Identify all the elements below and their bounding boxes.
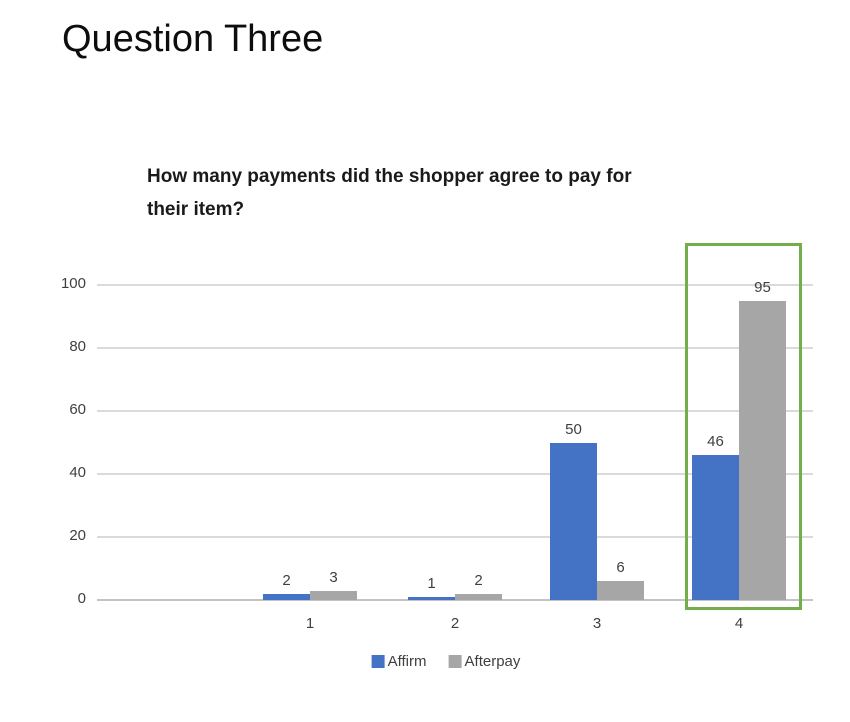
gridline [97,473,813,475]
bar-data-label: 95 [754,278,771,296]
legend-label: Affirm [387,653,427,670]
y-tick-label: 40 [69,464,86,481]
legend-item-affirm: Affirm [371,653,427,670]
bar-affirm [408,596,455,600]
y-tick-label: 0 [77,590,86,607]
legend-swatch-icon [448,655,462,668]
bar-affirm [263,593,310,600]
bar-data-label: 2 [474,571,483,589]
y-tick-label: 80 [69,338,86,355]
page-title: Question Three [62,18,324,60]
y-tick-label: 20 [69,527,86,544]
x-tick-label: 3 [592,615,602,632]
bar-data-label: 2 [282,571,291,589]
legend-label: Afterpay [464,653,521,670]
legend-swatch-icon [371,655,385,668]
gridline [97,536,813,538]
gridline [97,410,813,412]
bar-afterpay [597,581,644,600]
gridline [97,284,813,286]
x-tick-label: 1 [305,615,315,632]
bar-data-label: 3 [329,568,338,586]
bar-affirm [692,455,739,600]
highlight-box [685,243,802,610]
chart-legend: Affirm Afterpay [371,653,521,670]
gridline [97,599,813,601]
x-tick-label: 4 [734,615,744,632]
x-tick-label: 2 [450,615,460,632]
bar-data-label: 6 [616,559,625,577]
gridline [97,347,813,349]
bar-afterpay [739,300,786,600]
bar-data-label: 46 [707,433,724,451]
chart-title-line-1: How many payments did the shopper agree … [147,166,632,187]
chart-title: How many payments did the shopper agree … [147,160,747,226]
bar-afterpay [310,590,357,600]
chart-title-line-2: their item? [147,199,245,220]
bar-afterpay [455,593,502,600]
y-tick-label: 100 [60,275,86,292]
bar-data-label: 1 [427,574,436,592]
legend-item-afterpay: Afterpay [448,653,521,670]
y-tick-label: 60 [69,401,86,418]
bar-affirm [550,442,597,600]
bar-data-label: 50 [565,420,582,438]
